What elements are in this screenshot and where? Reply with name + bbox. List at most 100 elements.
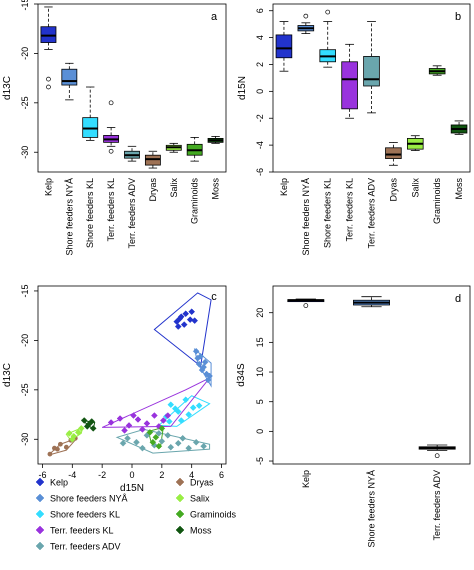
scatter-point (143, 420, 151, 427)
y-tick-label: 4 (255, 35, 265, 40)
scatter-point (167, 443, 175, 451)
legend-label: Shore feeders NYÅ (50, 494, 128, 504)
outlier (46, 84, 51, 90)
scatter-point (164, 431, 172, 439)
category-label: Dryas (148, 178, 158, 202)
y-tick-label: -2 (255, 114, 265, 122)
scatter-point (185, 411, 193, 418)
scatter-point (119, 439, 127, 447)
plot-frame (272, 3, 471, 173)
category-label: Kelp (43, 178, 53, 196)
legend-label: Terr. feeders KL (50, 526, 114, 536)
category-label: Salix (169, 178, 179, 198)
legend-marker (175, 525, 185, 535)
legend-marker (35, 541, 45, 551)
category-label: Shore feeders NYÅ (64, 178, 74, 256)
y-tick-label: -4 (255, 141, 265, 149)
scatter-point (200, 363, 207, 371)
category-label: Shore feeders NYÅ (301, 178, 311, 256)
category-label: Shore feeders NYÅ (367, 470, 377, 548)
y-tick-label: -20 (20, 47, 30, 60)
scatter-point (47, 451, 53, 457)
scatter-point (179, 434, 187, 442)
y-tick-label: 10 (255, 367, 265, 377)
x-tick-label: -2 (98, 470, 106, 480)
scatter-point (164, 412, 172, 419)
scatter-point (174, 323, 182, 330)
scatter-point (80, 417, 88, 424)
category-label: Graminoids (190, 178, 200, 225)
y-axis-label: d15N (237, 76, 248, 100)
legend-label: Dryas (190, 478, 214, 488)
convex-hull (153, 292, 212, 368)
y-tick-label: 15 (255, 337, 265, 347)
outlier (303, 13, 309, 19)
plot-frame (37, 3, 227, 173)
outlier (434, 453, 440, 459)
y-tick-label: 0 (255, 429, 265, 434)
outlier (303, 303, 309, 308)
legend-label: Terr. feeders ADV (50, 542, 121, 552)
legend-label: Kelp (50, 478, 68, 488)
y-tick-label: -30 (20, 433, 30, 446)
scatter-point (158, 425, 166, 432)
box (385, 147, 402, 159)
scatter-point (57, 441, 63, 447)
convex-hull (65, 426, 84, 441)
outlier (46, 76, 51, 82)
y-axis-label: d13C (2, 76, 13, 100)
scatter-point (191, 317, 199, 324)
scatter-point (206, 372, 213, 380)
scatter-point (195, 402, 203, 410)
x-axis-label: d15N (120, 483, 144, 494)
scatter-point (133, 438, 140, 446)
scatter-point (125, 422, 133, 429)
y-tick-label: -15 (20, 284, 30, 297)
scatter-point (116, 415, 124, 422)
legend-marker (35, 493, 45, 503)
scatter-point (182, 310, 190, 318)
scatter-point (158, 437, 166, 445)
scatter-point (121, 427, 128, 434)
legend-label: Shore feeders KL (50, 510, 120, 520)
scatter-point (192, 347, 200, 355)
scatter-point (155, 442, 163, 450)
scatter-point (151, 412, 158, 419)
category-label: Shore feeders KL (85, 178, 95, 248)
scatter-point (165, 418, 173, 425)
y-tick-label: -25 (20, 383, 30, 396)
scatter-point (159, 417, 167, 424)
box (61, 68, 78, 86)
scatter-point (177, 417, 185, 424)
scatter-point (77, 425, 85, 432)
category-label: Moss (454, 178, 464, 200)
y-tick-label: -30 (20, 146, 30, 159)
plot-frame (37, 285, 227, 465)
scatter-point (130, 412, 137, 419)
x-tick-label: 2 (159, 470, 164, 480)
y-tick-label: 0 (255, 89, 265, 94)
x-tick-label: 6 (219, 470, 224, 480)
scatter-point (74, 429, 82, 436)
panel-label: d (455, 293, 461, 305)
plot-frame (272, 285, 471, 465)
legend-marker (175, 493, 185, 503)
y-axis-label: d13C (2, 363, 13, 387)
category-label: Moss (211, 178, 221, 200)
box (341, 61, 358, 110)
x-tick-label: 0 (129, 470, 134, 480)
scatter-point (146, 429, 154, 436)
scatter-point (83, 423, 91, 430)
scatter-point (89, 425, 97, 432)
panel-label: c (211, 291, 217, 303)
legend-marker (35, 525, 45, 535)
legend-marker (175, 509, 185, 519)
category-label: Salix (410, 178, 420, 198)
y-tick-label: -15 (20, 0, 30, 11)
category-label: Graminoids (432, 178, 442, 225)
category-label: Dryas (388, 178, 398, 202)
category-label: Kelp (301, 470, 311, 488)
x-tick-label: -4 (68, 470, 76, 480)
y-tick-label: 2 (255, 62, 265, 67)
